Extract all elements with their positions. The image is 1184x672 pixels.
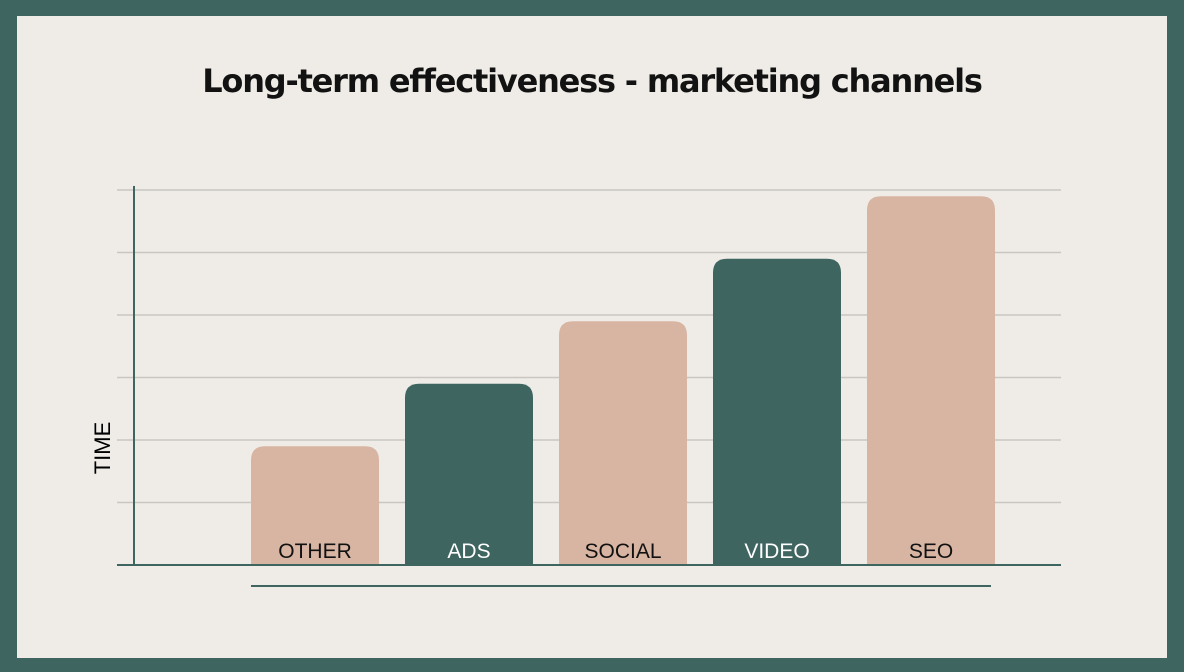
bar-social [559,321,687,565]
bar-other [251,446,379,565]
bar-label-ads: ADS [447,540,490,563]
bar-ads [405,383,533,565]
bar-label-video: VIDEO [744,540,809,563]
bars: OTHER ADS SOCIAL VIDEO SEO [251,196,995,565]
bar-chart: OTHER ADS SOCIAL VIDEO SEO TIME [90,186,1061,587]
bar-video [713,258,841,565]
bar-label-other: OTHER [278,540,352,563]
chart-title: Long-term effectiveness - marketing chan… [202,62,983,100]
bar-label-social: SOCIAL [584,540,661,563]
y-axis-label: TIME [90,422,115,475]
chart-panel: Long-term effectiveness - marketing chan… [17,16,1167,658]
axes [117,186,1061,587]
bar-seo [867,196,995,565]
bar-label-seo: SEO [909,540,953,563]
